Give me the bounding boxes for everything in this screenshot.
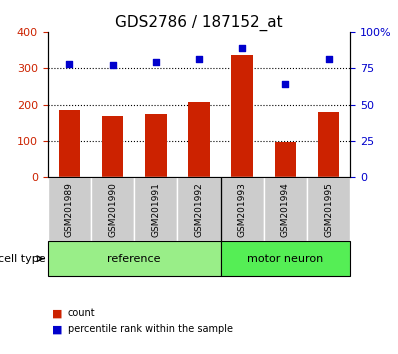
Bar: [102, 116, 123, 177]
Point: [239, 45, 246, 51]
Text: motor neuron: motor neuron: [247, 254, 324, 264]
Point: [152, 59, 159, 65]
FancyBboxPatch shape: [220, 241, 350, 276]
FancyBboxPatch shape: [91, 177, 134, 241]
Text: GSM201995: GSM201995: [324, 182, 333, 237]
Point: [326, 57, 332, 62]
Bar: [145, 114, 167, 177]
Point: [109, 62, 116, 68]
FancyBboxPatch shape: [48, 241, 220, 276]
Title: GDS2786 / 187152_at: GDS2786 / 187152_at: [115, 14, 283, 30]
Point: [196, 57, 202, 62]
Text: GSM201990: GSM201990: [108, 182, 117, 237]
Text: GSM201991: GSM201991: [151, 182, 160, 237]
Text: GSM201994: GSM201994: [281, 182, 290, 236]
Bar: [59, 110, 80, 177]
FancyBboxPatch shape: [178, 177, 220, 241]
Text: GSM201989: GSM201989: [65, 182, 74, 237]
Bar: [318, 112, 339, 177]
FancyBboxPatch shape: [134, 177, 178, 241]
FancyBboxPatch shape: [264, 177, 307, 241]
Text: ■: ■: [52, 324, 62, 334]
FancyBboxPatch shape: [307, 177, 350, 241]
Bar: [188, 102, 210, 177]
Text: cell type: cell type: [0, 254, 46, 264]
Text: GSM201992: GSM201992: [195, 182, 203, 236]
Point: [66, 61, 72, 67]
Text: reference: reference: [107, 254, 161, 264]
Bar: [231, 56, 253, 177]
FancyBboxPatch shape: [220, 177, 264, 241]
Text: ■: ■: [52, 308, 62, 318]
Text: GSM201993: GSM201993: [238, 182, 247, 237]
Bar: [275, 142, 296, 177]
Point: [282, 81, 289, 87]
Text: percentile rank within the sample: percentile rank within the sample: [68, 324, 233, 334]
Text: count: count: [68, 308, 95, 318]
FancyBboxPatch shape: [48, 177, 91, 241]
